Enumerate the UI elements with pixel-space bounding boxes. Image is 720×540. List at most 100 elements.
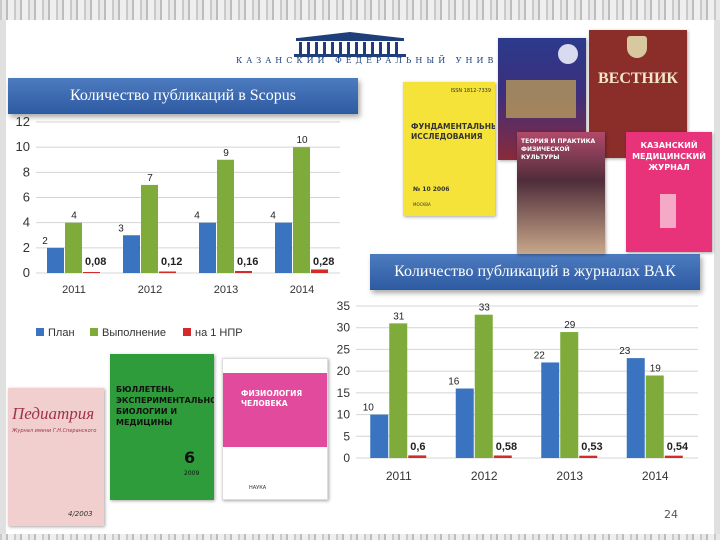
data-label: 22 [534, 350, 546, 361]
x-tick-label: 2014 [290, 284, 314, 296]
cover-number: № 10 2006 [413, 186, 450, 193]
cover-pediatria-title: Педиатрия [12, 404, 95, 423]
data-label: 23 [619, 346, 631, 357]
y-tick-label: 25 [337, 342, 351, 356]
right-border [714, 20, 720, 534]
bar-npr [311, 269, 328, 273]
data-label: 2 [42, 236, 48, 247]
bar-npr [83, 271, 100, 273]
cover-vestnik-title: ВЕСТНИК [597, 70, 679, 87]
bottom-ornament-band [0, 534, 720, 540]
bar-done [217, 159, 234, 273]
data-label: 0,6 [410, 441, 425, 453]
cover-theory-title: ТЕОРИЯ И ПРАКТИКА ФИЗИЧЕСКОЙ КУЛЬТУРЫ [521, 138, 596, 161]
cover-physiology-band [223, 373, 327, 447]
data-label: 0,54 [667, 441, 689, 453]
data-label: 4 [194, 211, 200, 222]
cover-pediatria-subtitle: Журнал имени Г.Н.Сперанского [12, 428, 97, 434]
bar-done [560, 332, 579, 458]
vak-bar-chart: 0 5 10 15 20 25 30 35 2011 10 31 0,6 2012 16 33 0,58 201… [337, 299, 698, 483]
legend-label: на 1 НПР [195, 327, 243, 339]
bar-plan [370, 414, 389, 458]
bar-plan [47, 247, 64, 273]
bar-done [645, 375, 664, 458]
top-ornament-band [0, 0, 720, 20]
cover-fundamental-title: ФУНДАМЕНТАЛЬНЫЕ ИССЛЕДОВАНИЯ [411, 122, 495, 141]
bar-plan [455, 388, 474, 458]
left-border [0, 20, 6, 534]
cover-fundamental-research: ISSN 1812-7339 ФУНДАМЕНТАЛЬНЫЕ ИССЛЕДОВА… [403, 82, 495, 216]
university-building-logo [294, 32, 406, 57]
bar-npr [235, 270, 252, 273]
y-tick-label: 5 [343, 429, 350, 443]
cover-pediatria: Педиатрия Журнал имени Г.Н.Сперанского 4… [8, 388, 104, 526]
scopus-chart-title: Количество публикаций в Scopus [8, 78, 358, 114]
cover-kmj-symbol [660, 194, 676, 228]
bar-plan [541, 362, 560, 458]
x-tick-label: 2011 [62, 284, 86, 296]
y-tick-label: 8 [23, 164, 30, 179]
data-label: 10 [296, 135, 308, 146]
x-tick-label: 2013 [214, 284, 238, 296]
y-tick-label: 10 [337, 408, 351, 422]
data-label: 0,58 [496, 441, 517, 453]
crest-icon [627, 36, 647, 58]
bar-npr [664, 455, 683, 458]
data-label: 10 [363, 403, 375, 414]
bar-done [389, 323, 408, 458]
data-label: 0,08 [85, 256, 106, 268]
y-tick-label: 10 [16, 139, 30, 154]
university-name: КАЗАНСКИЙ ФЕДЕРАЛЬНЫЙ УНИВЕРСИТЕТ [236, 56, 567, 65]
bar-plan [123, 235, 140, 273]
cover-bulletin-title: БЮЛЛЕТЕНЬ ЭКСПЕРИМЕНТАЛЬНОЙ БИОЛОГИИ И М… [116, 385, 214, 427]
x-tick-label: 2012 [138, 284, 162, 296]
cover-human-physiology: ФИЗИОЛОГИЯ ЧЕЛОВЕКА НАУКА [222, 358, 328, 500]
legend-swatch [183, 328, 191, 336]
bar-plan [626, 358, 645, 458]
data-label: 4 [270, 211, 276, 222]
y-tick-label: 20 [337, 364, 351, 378]
data-label: 0,12 [161, 256, 182, 268]
y-tick-label: 6 [23, 190, 30, 205]
bar-plan [199, 222, 216, 273]
data-label: 0,53 [581, 441, 602, 453]
legend-swatch [36, 328, 44, 336]
cover-bulletin-issue: 6 [184, 448, 196, 467]
bar-plan [275, 222, 292, 273]
data-label: 0,28 [313, 256, 334, 268]
data-label: 29 [564, 320, 576, 331]
cover-theory-practice: ТЕОРИЯ И ПРАКТИКА ФИЗИЧЕСКОЙ КУЛЬТУРЫ [517, 132, 605, 254]
scopus-bar-chart: 0 2 4 6 8 10 12 2011 2 4 0,08 2012 3 7 0,12 2013 4 9 0,16 2… [16, 114, 340, 339]
x-tick-label: 2011 [386, 469, 412, 483]
y-tick-label: 0 [343, 451, 350, 465]
bar-npr [579, 455, 598, 458]
cover-bulletin: БЮЛЛЕТЕНЬ ЭКСПЕРИМЕНТАЛЬНОЙ БИОЛОГИИ И М… [110, 354, 214, 500]
legend-swatch [90, 328, 98, 336]
cover-photo [506, 80, 576, 118]
bar-npr [493, 455, 512, 458]
bar-done [65, 222, 82, 273]
cover-kazan-medical-journal: КАЗАНСКИЙ МЕДИЦИНСКИЙ ЖУРНАЛ [626, 132, 712, 252]
data-label: 9 [223, 148, 229, 159]
data-label: 0,16 [237, 256, 258, 268]
cover-kmj-title: КАЗАНСКИЙ МЕДИЦИНСКИЙ ЖУРНАЛ [632, 141, 706, 172]
y-tick-label: 35 [337, 299, 351, 313]
x-tick-label: 2014 [642, 469, 669, 483]
data-label: 4 [71, 211, 77, 222]
y-tick-label: 15 [337, 386, 351, 400]
legend-label: План [48, 327, 75, 339]
y-tick-label: 0 [23, 265, 30, 280]
vak-chart-title: Количество публикаций в журналах ВАК [370, 254, 700, 290]
bar-npr [159, 271, 176, 273]
y-tick-label: 30 [337, 321, 351, 335]
cover-bulletin-year: 2009 [184, 470, 200, 477]
cover-physiology-title: ФИЗИОЛОГИЯ ЧЕЛОВЕКА [241, 389, 303, 408]
x-tick-label: 2012 [471, 469, 498, 483]
legend-label: Выполнение [102, 327, 166, 339]
data-label: 31 [393, 311, 405, 322]
data-label: 7 [147, 173, 153, 184]
y-tick-label: 12 [16, 114, 30, 129]
cover-emblem-icon [558, 44, 578, 64]
y-tick-label: 2 [23, 240, 30, 255]
data-label: 19 [650, 363, 662, 374]
